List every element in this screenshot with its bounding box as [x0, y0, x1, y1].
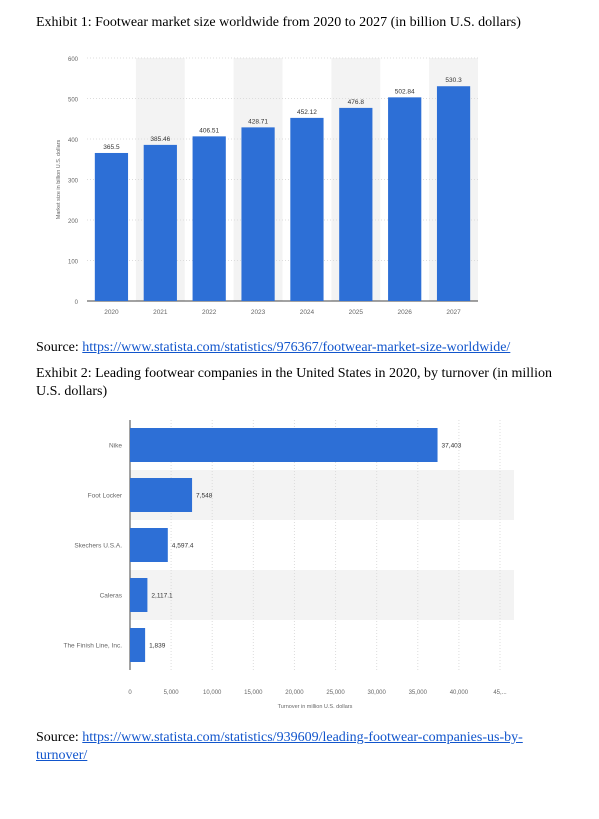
x-tick-label: 2025 [349, 309, 364, 316]
exhibit2-source-link[interactable]: https://www.statista.com/statistics/9396… [36, 730, 523, 763]
x-tick-label: 5,000 [164, 690, 180, 696]
exhibit1-source: Source: https://www.statista.com/statist… [36, 339, 510, 357]
data-label: 7,548 [196, 493, 213, 500]
exhibit1-title: Exhibit 1: Footwear market size worldwid… [36, 15, 521, 30]
y-tick-label: Caleras [100, 593, 123, 600]
exhibit1-source-prefix: Source: [36, 340, 83, 355]
x-tick-label: 2023 [251, 309, 266, 316]
data-label: 452.12 [297, 109, 317, 116]
bar-skechers-u-s-a- [130, 528, 168, 562]
data-label: 502.84 [395, 88, 415, 95]
exhibit2-source: Source: https://www.statista.com/statist… [36, 729, 556, 765]
y-axis-label: Market size in billion U.S. dollars [56, 140, 62, 220]
x-tick-label: 2021 [153, 309, 168, 316]
x-tick-label: 25,000 [326, 690, 345, 696]
data-label: 385.46 [150, 136, 170, 143]
x-tick-label: 15,000 [244, 690, 263, 696]
y-tick-label: 200 [68, 219, 79, 225]
x-axis-label: Turnover in million U.S. dollars [278, 704, 353, 710]
bar-caleras [130, 578, 148, 612]
data-label: 4,597.4 [172, 543, 194, 550]
bar-2027 [436, 86, 471, 301]
x-tick-label: 2022 [202, 309, 217, 316]
bar-the-finish-line-inc- [130, 628, 146, 662]
y-tick-label: 0 [75, 300, 79, 306]
bar-2024 [290, 117, 324, 301]
background-band [130, 570, 514, 620]
x-tick-label: 2024 [300, 309, 315, 316]
x-tick-label: 20,000 [285, 690, 304, 696]
data-label: 476.8 [348, 99, 365, 106]
x-tick-label: 30,000 [367, 690, 386, 696]
bar-2026 [388, 97, 422, 302]
bar-foot-locker [130, 478, 193, 512]
y-tick-label: Nike [109, 443, 122, 450]
y-tick-label: The Finish Line, Inc. [63, 643, 122, 650]
y-tick-label: 100 [68, 260, 79, 266]
x-tick-label: 2026 [397, 309, 412, 316]
data-label: 2,117.1 [151, 593, 173, 600]
bar-nike [130, 428, 438, 462]
data-label: 365.5 [103, 144, 120, 151]
y-tick-label: Skechers U.S.A. [74, 543, 122, 550]
y-tick-label: 500 [68, 98, 79, 104]
market-size-bar-chart: 0 100 200 300 400 500 600 Market size in billio… [56, 57, 478, 316]
exhibit2-source-prefix: Source: [36, 730, 83, 745]
x-tick-label: 35,000 [409, 690, 428, 696]
exhibit1-source-link[interactable]: https://www.statista.com/statistics/9763… [82, 340, 511, 355]
bar-2020 [94, 152, 129, 301]
x-tick-label: 2020 [104, 309, 119, 316]
data-label: 530.3 [445, 77, 462, 84]
x-tick-label: 2027 [446, 309, 461, 316]
bar-2022 [192, 136, 226, 301]
data-label: 37,403 [442, 443, 462, 450]
bar-2021 [143, 144, 177, 301]
y-tick-label: 300 [68, 179, 79, 185]
x-tick-label: 10,000 [203, 690, 222, 696]
data-label: 428.71 [248, 118, 268, 125]
bar-2023 [241, 127, 275, 301]
x-tick-label: 45,... [493, 690, 507, 696]
exhibit2-title: Exhibit 2: Leading footwear companies in… [36, 366, 552, 399]
y-tick-label: 400 [68, 138, 79, 144]
footwear-companies-bar-chart: 0 5,000 10,000 15,000 20,000 25,000 30,000 35,0… [63, 420, 514, 710]
y-tick-label: 600 [68, 57, 79, 63]
background-band [130, 470, 514, 520]
x-tick-label: 40,000 [450, 690, 469, 696]
x-tick-label: 0 [128, 690, 132, 696]
data-label: 406.51 [199, 127, 219, 134]
bar-2025 [339, 107, 373, 301]
data-label: 1,839 [149, 643, 166, 650]
y-tick-label: Foot Locker [88, 493, 123, 500]
